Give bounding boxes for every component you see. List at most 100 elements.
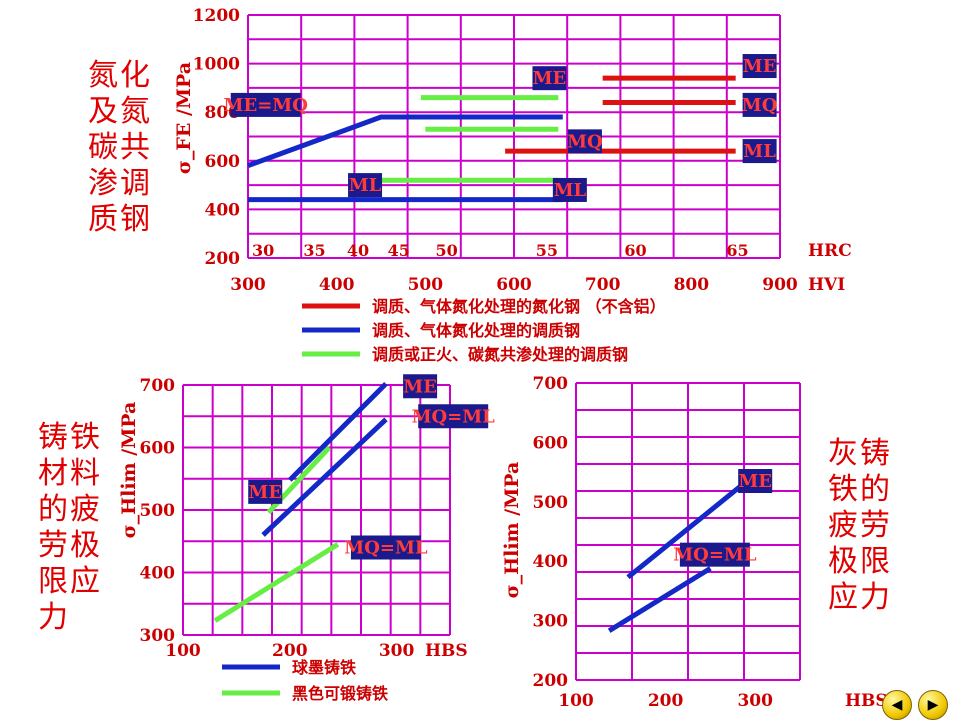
series-tag-box (742, 54, 777, 79)
series-tag-label: ML (554, 180, 587, 201)
title-bottom-left: 铸铁 材料 的疲 劳极 限应 力 (38, 420, 102, 635)
right-triangle-icon: ▶ (927, 697, 939, 713)
y-axis-label: σ_FE /MPa (173, 62, 195, 174)
y-tick-label: 200 (533, 671, 569, 691)
series-tag-box (403, 374, 438, 399)
series-line-blue (288, 381, 388, 482)
y-tick-label: 700 (533, 374, 569, 394)
x-tick-label: 900 (762, 275, 798, 295)
series-tag-label: ME (743, 56, 777, 77)
hrc-tick-label: 50 (436, 241, 458, 260)
series-tag: ME (532, 66, 567, 91)
prev-button[interactable]: ◀ (882, 690, 912, 720)
hrc-tick-label: 35 (303, 241, 325, 260)
legend-bottom-label: 球墨铸铁 (292, 658, 356, 677)
hrc-tick-label: 65 (726, 241, 748, 260)
y-tick-label: 600 (140, 439, 176, 459)
series-tag: MQ=ML (673, 542, 757, 567)
series-line-blue (247, 114, 563, 169)
x-tick-label: 300 (737, 691, 773, 711)
y-tick-label: 400 (205, 200, 241, 220)
series-tag: ML (348, 173, 383, 198)
grid-top (247, 14, 781, 259)
x-unit-label: HVI (808, 275, 845, 295)
y-tick-label: 300 (140, 626, 176, 646)
series-tag-label: ME (533, 68, 567, 89)
y-tick-label: 400 (533, 552, 569, 572)
y-axis-label: σ_Hlim /MPa (118, 402, 140, 539)
series-tag: ME (742, 54, 777, 79)
series-tag: ML (742, 139, 777, 164)
series-tag-label: ME=MQ (224, 95, 308, 116)
series-tag-box (552, 177, 587, 202)
hrc-tick-label: 45 (388, 241, 410, 260)
series-tag: ME (403, 374, 438, 399)
hrc-tick-label: 40 (347, 241, 369, 260)
y-tick-label: 600 (205, 152, 241, 172)
y-tick-label: 1000 (193, 55, 240, 75)
series-tag-box (679, 542, 750, 567)
series-tag-box (567, 129, 602, 154)
x-tick-label: 800 (674, 275, 710, 295)
x-tick-label: 100 (558, 691, 594, 711)
series-tag-label: ME (738, 471, 772, 492)
series-tag-label: ME (403, 376, 437, 397)
series-tag-label: ME (248, 482, 282, 503)
x-tick-label: 200 (272, 641, 308, 661)
series-line-blue (626, 479, 748, 580)
series-tag-box (418, 404, 489, 429)
y-axis-label: σ_Hlim /MPa (501, 462, 523, 599)
series-tag: MQ=ML (344, 535, 428, 560)
series-tag-label: MQ=ML (673, 545, 757, 566)
series-tag-box (532, 66, 567, 91)
x-unit-label: HBS (425, 641, 468, 661)
legend-top-label: 调质或正火、碳氮共渗处理的调质钢 (372, 345, 628, 364)
y-tick-label: 500 (533, 493, 569, 513)
series-tag-box (742, 139, 777, 164)
series-tag-label: MQ=ML (344, 538, 428, 559)
x-tick-label: 300 (379, 641, 415, 661)
next-button[interactable]: ▶ (918, 690, 948, 720)
series-tag-label: ML (349, 175, 382, 196)
series-tag: MQ (567, 129, 603, 154)
x-unit-label: HBS (845, 691, 888, 711)
series-tag-box (248, 479, 283, 504)
series-tag: ME (738, 469, 773, 494)
series-tag-box (348, 173, 383, 198)
series-tag: ML (552, 177, 587, 202)
series-tag-label: ML (743, 141, 776, 162)
y-tick-label: 500 (140, 501, 176, 521)
legend-top-label: 调质、气体氮化处理的氮化钢 （不含铝） (372, 297, 666, 316)
x-tick-label: 400 (319, 275, 355, 295)
series-tag-label: MQ (742, 95, 778, 116)
x-tick-label: 300 (230, 275, 266, 295)
series-tag-box (350, 535, 421, 560)
series-tag: MQ=ML (412, 404, 495, 429)
y-tick-label: 300 (533, 612, 569, 632)
y-tick-label: 1200 (193, 6, 240, 26)
hrc-tick-label: 55 (536, 241, 558, 260)
x-tick-label: 200 (648, 691, 684, 711)
series-tag-box (742, 92, 777, 117)
y-tick-label: 400 (140, 564, 176, 584)
series-tag-box (738, 469, 773, 494)
hrc-unit-label: HRC (808, 241, 852, 261)
series-line-blue (607, 566, 712, 633)
hrc-tick-label: 60 (624, 241, 646, 260)
hrc-tick-label: 30 (252, 241, 274, 260)
legend-top-label: 调质、气体氮化处理的调质钢 (372, 321, 580, 340)
series-line-green (213, 542, 340, 623)
x-tick-label: 700 (585, 275, 621, 295)
series-tag: MQ (742, 92, 778, 117)
y-tick-label: 700 (140, 376, 176, 396)
series-tag-box (230, 92, 301, 117)
y-tick-label: 600 (533, 433, 569, 453)
grid-bottom_left (182, 384, 451, 636)
x-tick-label: 500 (408, 275, 444, 295)
series-tag-label: MQ (567, 131, 603, 152)
title-bottom-right: 灰铸 铁的 疲劳 极限 应力 (828, 436, 892, 615)
series-line-blue (261, 417, 388, 537)
y-tick-label: 200 (205, 249, 241, 269)
x-tick-label: 100 (165, 641, 201, 661)
